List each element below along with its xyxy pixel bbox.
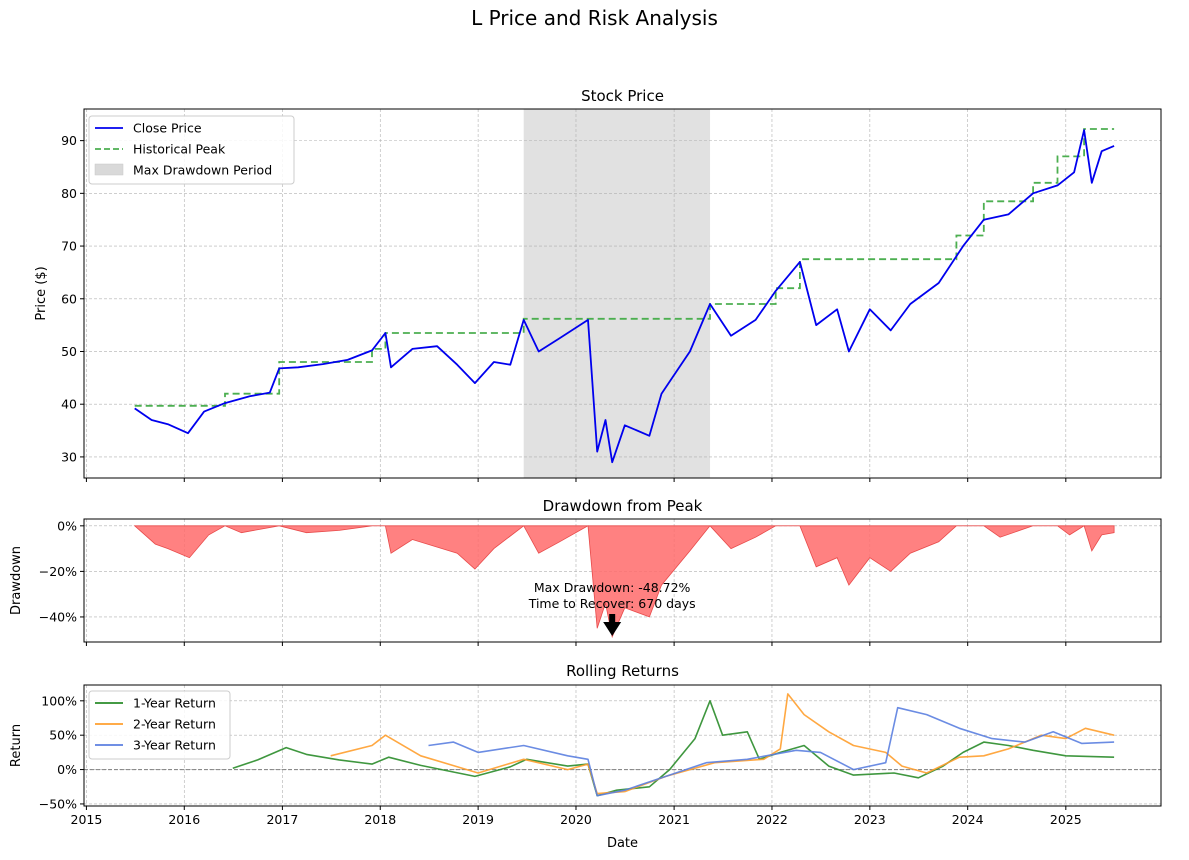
x-tick-label: 2019 (462, 812, 494, 827)
drawdown-y-label: Drawdown (9, 546, 24, 615)
drawdown-annotation: Max Drawdown: -48.72%Time to Recover: 67… (528, 580, 696, 636)
y-tick-label: 0% (57, 762, 77, 777)
returns-x-label: Date (607, 836, 638, 851)
x-tick-label: 2018 (364, 812, 396, 827)
annotation-line-1: Max Drawdown: -48.72% (534, 580, 691, 595)
price-panel: Stock Price 30 40 50 60 70 80 90 Price ($) Clo… (34, 87, 1162, 482)
returns-legend: 1-Year Return 2-Year Return 3-Year Return (88, 690, 231, 760)
x-tick-label: 2021 (658, 812, 690, 827)
drawdown-panel: Drawdown from Peak 0% −20% −40% Drawdown M… (9, 497, 1162, 646)
drawdown-y-ticks: 0% −20% −40% (39, 518, 84, 624)
legend-box (88, 690, 231, 760)
drawdown-area (133, 525, 1115, 639)
y-tick-label: 30 (61, 449, 77, 464)
price-x-ticks (85, 478, 1067, 482)
x-tick-label: 2023 (854, 812, 886, 827)
x-tick-label: 2016 (168, 812, 200, 827)
annotation-line-2: Time to Recover: 670 days (528, 596, 696, 611)
drawdown-series-group (133, 525, 1115, 639)
legend-box (88, 115, 295, 185)
x-tick-label: 2024 (952, 812, 984, 827)
figure-title: L Price and Risk Analysis (471, 6, 718, 30)
y-tick-label: 40 (61, 397, 77, 412)
drawdown-axes-frame (83, 518, 1162, 643)
legend-swatch-span (94, 163, 124, 176)
annotation-arrow (603, 614, 622, 636)
returns-panel-title: Rolling Returns (566, 662, 679, 680)
price-y-ticks: 30 40 50 60 70 80 90 (61, 133, 84, 464)
three-year-return-line (428, 706, 1115, 797)
y-tick-label: −50% (39, 796, 77, 811)
max-drawdown-span-group (523, 109, 711, 478)
y-tick-label: 70 (61, 239, 77, 254)
legend-label-one-year-return-line: 1-Year Return (133, 696, 216, 711)
legend-label-peak: Historical Peak (133, 142, 226, 157)
returns-axes-frame (83, 684, 1162, 807)
price-panel-title: Stock Price (581, 87, 664, 105)
x-tick-label: 2017 (266, 812, 298, 827)
legend-label-three-year-return-line: 3-Year Return (133, 738, 216, 753)
x-tick-label: 2015 (71, 812, 103, 827)
price-legend: Close Price Historical Peak Max Drawdown P… (88, 115, 295, 185)
returns-panel: Rolling Returns −50%0%50%100% 2015 2016 20… (9, 662, 1162, 851)
y-tick-label: 60 (61, 291, 77, 306)
y-tick-label: 100% (41, 693, 77, 708)
legend-label-two-year-return-line: 2-Year Return (133, 717, 216, 732)
x-tick-label: 2022 (756, 812, 788, 827)
returns-grid (84, 685, 1161, 806)
one-year-return-line (232, 700, 1115, 797)
historical-peak-line (134, 128, 1115, 407)
returns-y-ticks: −50% 0% 50% 100% (39, 693, 84, 811)
max-drawdown-span (523, 109, 711, 478)
drawdown-x-ticks (85, 642, 1067, 646)
price-y-label: Price ($) (34, 266, 49, 320)
x-tick-label: 2025 (1050, 812, 1082, 827)
y-tick-label: −40% (39, 609, 77, 624)
y-tick-label: 80 (61, 186, 77, 201)
legend-label-span: Max Drawdown Period (133, 163, 272, 178)
y-tick-label: 90 (61, 133, 77, 148)
x-tick-label: 2020 (560, 812, 592, 827)
y-tick-label: −20% (39, 564, 77, 579)
price-axes-frame (83, 108, 1162, 479)
returns-y-label: Return (9, 724, 24, 767)
y-tick-label: 0% (57, 518, 77, 533)
returns-x-ticks: 2015 2016 2017 2018 2019 2020 2021 2022 2023 2024… (71, 806, 1082, 827)
returns-series-group (84, 693, 1161, 797)
y-tick-label: 50% (49, 728, 77, 743)
legend-label-close: Close Price (133, 121, 202, 136)
close-price-line (134, 129, 1115, 464)
two-year-return-line (330, 693, 1115, 795)
price-series-group (134, 128, 1115, 464)
drawdown-panel-title: Drawdown from Peak (543, 497, 703, 515)
y-tick-label: 50 (61, 344, 77, 359)
